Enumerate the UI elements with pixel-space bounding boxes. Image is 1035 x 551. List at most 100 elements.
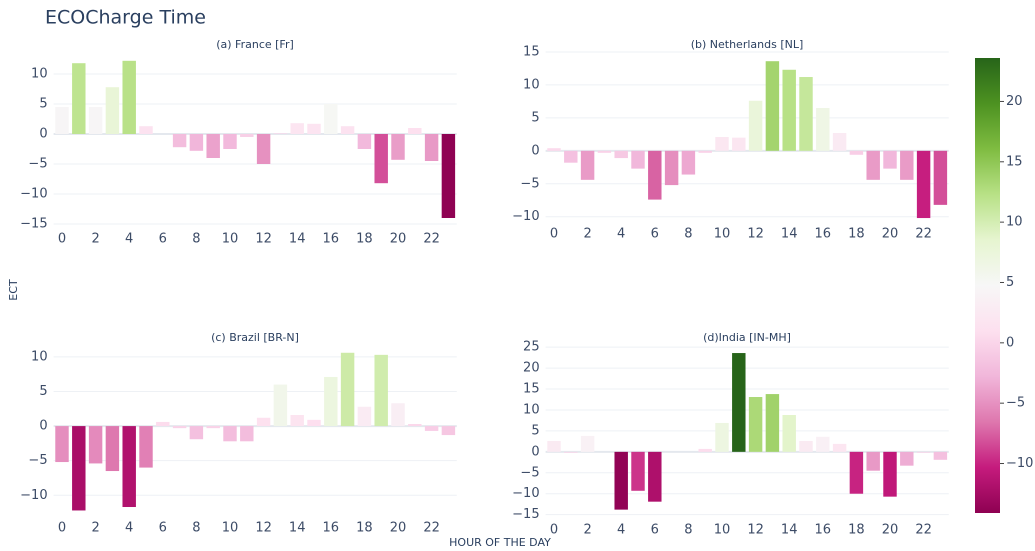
bar xyxy=(732,137,746,151)
bar xyxy=(324,376,338,427)
colorbar xyxy=(975,58,1000,513)
bar xyxy=(832,133,847,151)
x-tick-label: 4 xyxy=(125,521,133,536)
y-tick-label: 0 xyxy=(531,143,539,158)
bar xyxy=(55,107,69,134)
x-tick-label: 6 xyxy=(651,227,659,242)
bar xyxy=(547,440,561,452)
bar xyxy=(357,134,372,149)
y-tick-label: 15 xyxy=(523,382,540,397)
x-tick-label: 8 xyxy=(192,521,200,536)
x-tick-label: 12 xyxy=(255,232,272,247)
x-tick-label: 14 xyxy=(289,232,306,247)
bar xyxy=(732,353,746,452)
bar xyxy=(55,426,69,463)
bar xyxy=(72,426,86,511)
x-tick-label: 10 xyxy=(714,523,731,538)
bar xyxy=(765,394,780,452)
bar xyxy=(664,150,679,186)
y-tick-label: −15 xyxy=(20,217,47,232)
x-tick-label: 20 xyxy=(390,521,407,536)
bar xyxy=(424,426,439,431)
bar xyxy=(441,426,456,436)
bar xyxy=(614,150,628,159)
bar xyxy=(391,134,405,160)
bar xyxy=(172,134,187,148)
bar xyxy=(849,150,864,155)
x-tick-label: 4 xyxy=(617,523,625,538)
bar xyxy=(122,426,136,508)
x-tick-label: 12 xyxy=(255,521,272,536)
bar xyxy=(547,148,561,151)
bar xyxy=(357,406,372,427)
x-tick-label: 4 xyxy=(617,227,625,242)
x-tick-label: 14 xyxy=(289,521,306,536)
bar xyxy=(156,421,170,427)
bar xyxy=(933,451,948,460)
x-tick-label: 18 xyxy=(848,523,865,538)
bar xyxy=(832,443,847,452)
subplot-title: (d)India [IN-MH] xyxy=(703,331,791,344)
bar xyxy=(240,426,254,442)
y-tick-label: 0 xyxy=(39,127,47,142)
y-tick-label: −5 xyxy=(28,453,47,468)
colorbar-tick-label: 5 xyxy=(1006,275,1014,290)
bar xyxy=(273,133,288,134)
chart-title: ECOCharge Time xyxy=(45,7,206,29)
y-tick-label: −5 xyxy=(28,157,47,172)
x-tick-label: 22 xyxy=(423,232,440,247)
bar xyxy=(307,123,321,134)
x-tick-label: 2 xyxy=(91,232,99,247)
bar xyxy=(408,424,422,427)
y-tick-label: 10 xyxy=(31,67,48,82)
x-tick-label: 12 xyxy=(747,227,764,242)
bar xyxy=(374,134,388,184)
y-tick-label: 20 xyxy=(523,361,540,376)
x-tick-label: 16 xyxy=(815,523,832,538)
bar xyxy=(122,60,136,134)
bar xyxy=(88,107,103,134)
bar xyxy=(883,150,897,169)
colorbar-tick-label: 15 xyxy=(1006,154,1023,169)
x-tick-label: 6 xyxy=(159,232,167,247)
bar xyxy=(900,150,914,180)
y-axis-title: ECT xyxy=(7,279,20,301)
bar xyxy=(698,150,712,153)
x-tick-label: 22 xyxy=(915,523,932,538)
bar xyxy=(172,426,187,429)
bar xyxy=(139,426,153,468)
bar xyxy=(648,451,662,502)
x-tick-label: 22 xyxy=(915,227,932,242)
y-tick-label: 5 xyxy=(39,384,47,399)
bar xyxy=(883,451,897,497)
x-tick-label: 20 xyxy=(882,227,899,242)
bar xyxy=(916,451,931,453)
y-tick-label: 5 xyxy=(531,110,539,125)
x-tick-label: 14 xyxy=(781,227,798,242)
bar xyxy=(340,352,355,427)
bar xyxy=(564,150,578,163)
bar xyxy=(206,134,220,158)
y-tick-label: 0 xyxy=(39,419,47,434)
bar xyxy=(648,150,662,200)
x-tick-label: 2 xyxy=(583,523,591,538)
subplot-title: (c) Brazil [BR-N] xyxy=(211,331,299,344)
colorbar-tick-label: 0 xyxy=(1006,335,1014,350)
colorbar-tick-label: −10 xyxy=(1006,456,1033,471)
y-tick-label: 0 xyxy=(531,444,539,459)
x-tick-label: 0 xyxy=(550,227,558,242)
bar xyxy=(866,150,880,180)
x-tick-label: 8 xyxy=(684,523,692,538)
x-tick-label: 20 xyxy=(882,523,899,538)
y-tick-label: −15 xyxy=(512,507,539,522)
bar xyxy=(256,134,271,164)
bar xyxy=(933,150,948,205)
bar xyxy=(307,419,321,427)
bar xyxy=(631,451,645,491)
bar xyxy=(391,403,405,427)
y-tick-label: 5 xyxy=(39,97,47,112)
bar xyxy=(916,150,931,219)
bar xyxy=(189,134,204,151)
x-tick-label: 4 xyxy=(125,232,133,247)
